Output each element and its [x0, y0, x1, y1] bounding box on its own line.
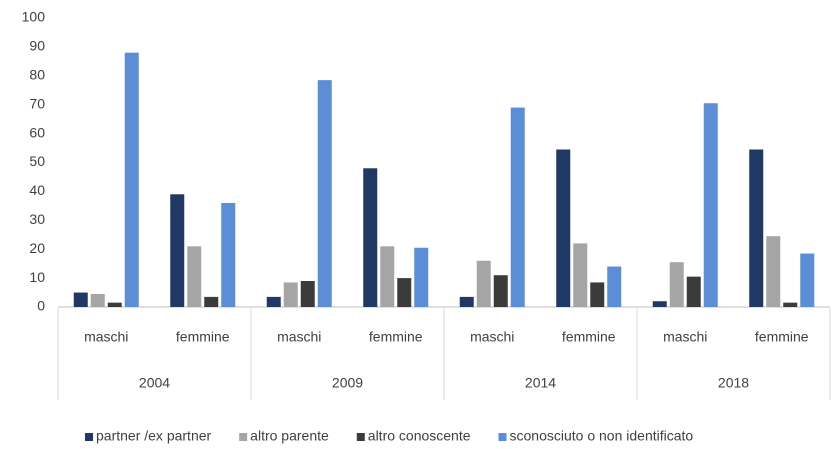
bar [476, 260, 491, 307]
legend-swatch [239, 433, 248, 441]
bar [266, 296, 281, 307]
y-tick-label: 60 [29, 124, 45, 140]
bar [510, 107, 525, 307]
legend-label: altro conoscente [368, 428, 471, 444]
legend-swatch [356, 433, 365, 441]
bar [686, 276, 701, 307]
bar [283, 282, 298, 307]
group-label: 2004 [139, 375, 170, 391]
group-label: 2014 [525, 375, 556, 391]
x-tick-label: femmine [562, 329, 616, 345]
bar [766, 236, 781, 307]
bar [414, 247, 429, 307]
legend-swatch [85, 433, 93, 441]
y-tick-label: 30 [29, 211, 45, 227]
bar [124, 52, 139, 308]
y-tick-label: 20 [29, 240, 45, 256]
x-tick-label: femmine [176, 329, 230, 345]
bar [493, 275, 508, 307]
legend-label: partner /ex partner [96, 428, 212, 444]
bar [397, 278, 412, 307]
bar [669, 262, 684, 307]
bar [317, 80, 332, 307]
bar [749, 149, 764, 307]
y-tick-label: 10 [29, 269, 45, 285]
bar [703, 103, 718, 307]
bar [556, 149, 571, 307]
y-tick-label: 80 [29, 67, 45, 83]
bar [590, 282, 605, 307]
x-tick-label: maschi [84, 329, 128, 345]
bar [573, 243, 588, 307]
bar [363, 168, 378, 307]
y-tick-label: 70 [29, 95, 45, 111]
bar [204, 296, 219, 307]
x-tick-label: maschi [470, 329, 514, 345]
group-label: 2018 [718, 375, 749, 391]
bar [652, 301, 667, 307]
legend-swatch [498, 433, 507, 441]
y-tick-label: 100 [22, 9, 46, 25]
y-tick-label: 40 [29, 182, 45, 198]
x-tick-label: femmine [755, 329, 809, 345]
y-tick-label: 50 [29, 153, 45, 169]
y-tick-label: 90 [29, 38, 45, 54]
legend-label: altro parente [250, 428, 329, 444]
bar [607, 266, 622, 307]
bar [300, 280, 315, 307]
bar [187, 246, 202, 307]
group-label: 2009 [332, 375, 363, 391]
x-tick-label: femmine [369, 329, 423, 345]
y-tick-label: 0 [37, 298, 45, 314]
x-tick-label: maschi [663, 329, 707, 345]
bar [459, 296, 474, 307]
bar [170, 194, 185, 307]
bar [800, 253, 815, 307]
bar [221, 202, 236, 307]
legend-label: sconosciuto o non identificato [510, 428, 694, 444]
bar [90, 293, 105, 307]
bar [73, 292, 88, 307]
bar [107, 302, 122, 307]
x-tick-label: maschi [277, 329, 321, 345]
bar [783, 302, 798, 307]
bar [380, 246, 395, 307]
